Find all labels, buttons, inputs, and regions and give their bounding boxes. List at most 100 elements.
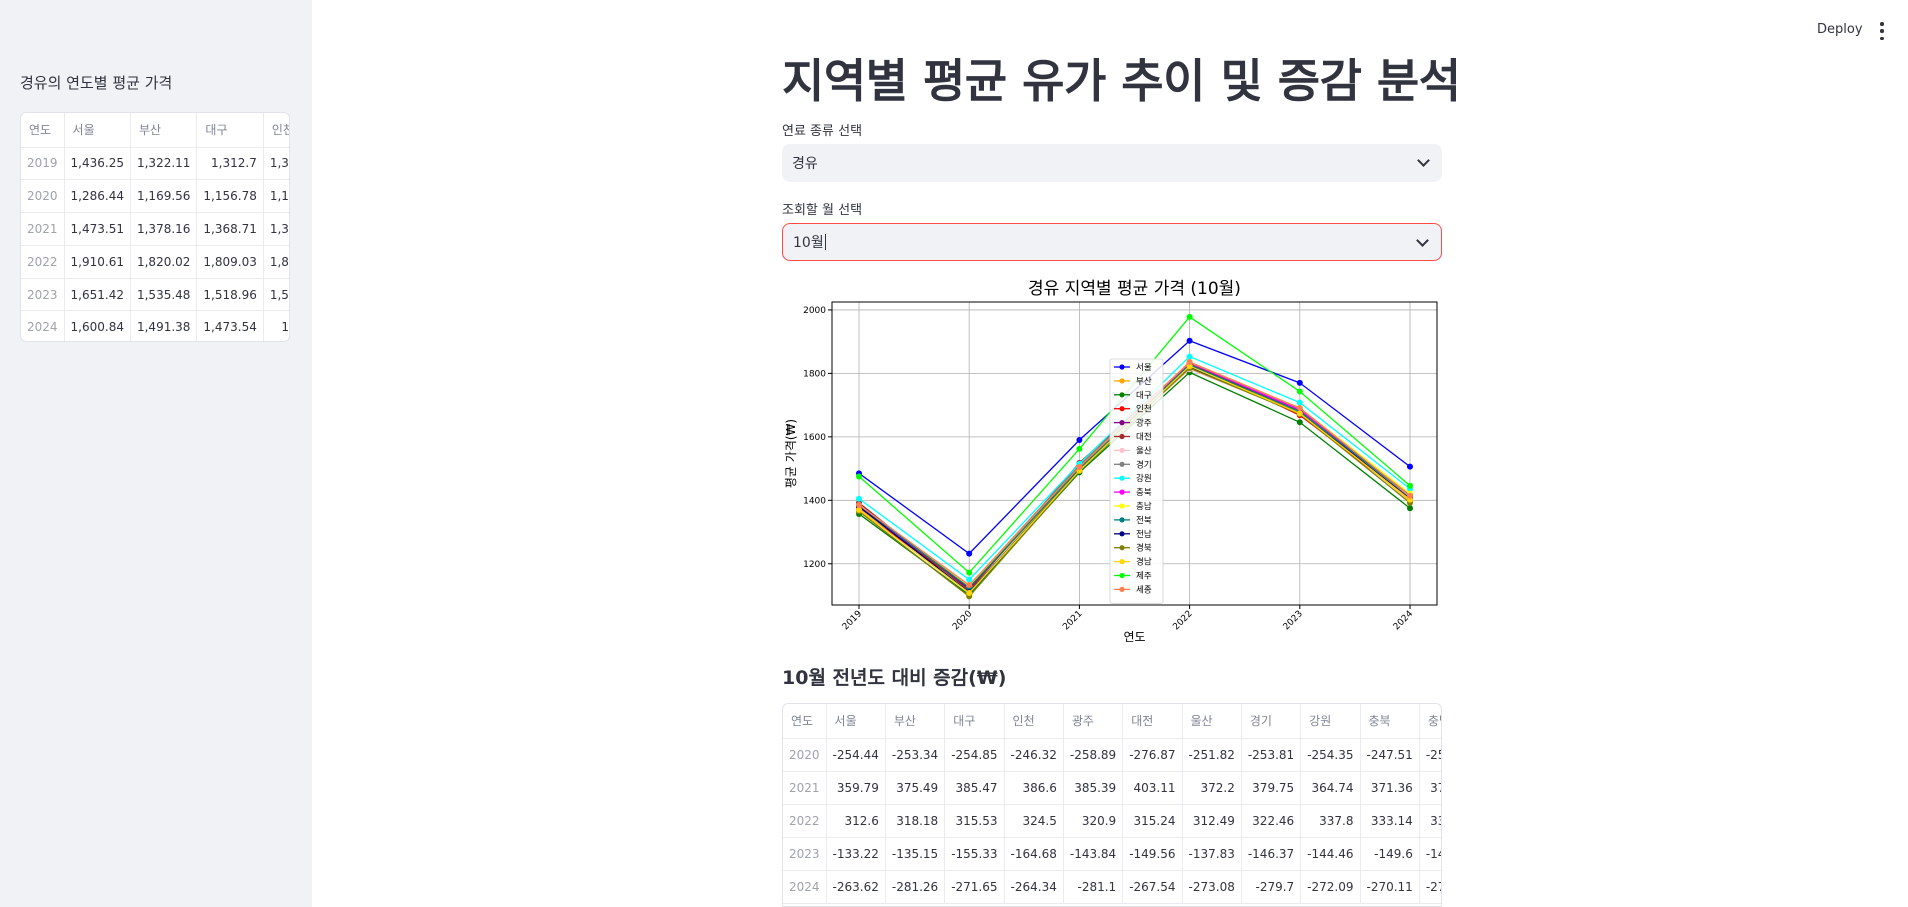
table-cell: -271.65 [944,870,1005,904]
table-cell: 320.9 [1063,804,1124,838]
table-cell: -254.44 [826,738,886,772]
table-cell: 324.5 [1004,804,1064,838]
table-cell: 1,518.96 [196,278,264,312]
table-row: 2024 -263.62 -281.26 -271.65 -264.34 -281.1 -2… [783,870,1441,904]
legend-entry: 광주 [1136,418,1152,429]
table-cell: -144.46 [1300,837,1361,871]
side-col-header-0[interactable]: 연도 [21,113,65,148]
table-cell: 379.75 [1241,771,1302,805]
legend-marker [1119,489,1125,495]
main-col-header-8[interactable]: 경기 [1241,704,1302,739]
deploy-button[interactable]: Deploy [1817,22,1863,37]
legend-marker [1119,392,1125,398]
side-col-header-2[interactable]: 부산 [130,113,198,148]
change-table[interactable]: 연도서울부산대구인천광주대전울산경기강원충북충남 2020-254.44-253… [782,703,1442,907]
main-col-header-1[interactable]: 서울 [826,704,886,739]
table-cell: -258.89 [1063,738,1124,772]
table-cell: 1,156.78 [196,179,264,214]
table-cell: -279.7 [1241,870,1302,904]
table-cell: -143.84 [1063,837,1124,871]
y-tick-label: 1800 [803,369,826,379]
table-row: 2023 -133.22 -135.15 -155.33 -164.68 -143.84-… [783,837,1441,871]
data-point [1076,437,1083,444]
chart-title: 경유 지역별 평균 가격 (10월) [1028,279,1241,299]
legend-entry: 전남 [1136,529,1152,540]
main-col-header-10[interactable]: 충북 [1360,704,1420,739]
legend-entry: 경남 [1136,557,1152,568]
legend-marker [1119,531,1125,537]
table-cell: 322.46 [1241,804,1302,838]
row-index: 2019 [21,147,65,181]
main-col-header-7[interactable]: 울산 [1182,704,1242,739]
data-point [856,502,862,509]
table-cell: 1,286.44 [64,179,131,214]
change-table-heading: 10월 전년도 대비 증감(₩) [782,667,1007,689]
side-col-header-1[interactable]: 서울 [64,113,131,148]
table-cell: -133.22 [826,837,886,871]
data-point [1407,505,1413,512]
data-point [1296,388,1303,395]
table-cell: 385.47 [944,771,1005,805]
month-select[interactable]: 10월 [782,223,1442,261]
main-col-header-2[interactable]: 부산 [885,704,946,739]
legend-entry: 경기 [1136,459,1152,470]
table-cell: 318.18 [885,804,946,838]
table-cell: -164.68 [1004,837,1064,871]
table-cell: 1,169.56 [130,179,198,214]
main-col-header-9[interactable]: 강원 [1300,704,1361,739]
table-cell: -273.08 [1182,870,1242,904]
data-point [1407,463,1413,470]
table-cell: 1,50 [263,310,289,341]
data-point [1296,419,1303,426]
x-tick-label: 2021 [1061,609,1084,632]
table-cell: 1,312.7 [196,147,264,181]
table-cell: -281.1 [1063,870,1124,904]
legend-entry: 대구 [1136,391,1152,401]
main-menu-icon[interactable] [1876,22,1888,40]
table-cell: -253.81 [1241,738,1302,772]
month-select-value: 10월 [793,235,824,251]
table-cell: -281.26 [885,870,946,904]
table-cell: -246.32 [1004,738,1064,772]
main-col-header-5[interactable]: 광주 [1063,704,1124,739]
table-cell: 315.53 [944,804,1005,838]
table-cell: 1,473.51 [64,212,131,246]
table-cell: 385.39 [1063,771,1124,805]
table-cell: 312.49 [1182,804,1242,838]
table-cell: 359.79 [826,771,886,805]
fuel-select[interactable]: 경유 [782,144,1442,182]
legend-marker [1119,406,1125,412]
table-cell: 386.6 [1004,771,1064,805]
side-col-header-3[interactable]: 대구 [196,113,264,148]
main-col-header-6[interactable]: 대전 [1122,704,1183,739]
x-tick-label: 2024 [1392,609,1415,632]
main-col-header-0[interactable]: 연도 [783,704,827,739]
data-point [966,589,973,596]
legend-marker [1119,586,1125,592]
table-cell: 337.8 [1300,804,1361,838]
legend-entry: 대전 [1136,432,1152,443]
row-index: 2023 [21,278,65,312]
data-point [1407,492,1413,499]
table-cell: -256.14 [1419,738,1441,772]
table-cell: -254.35 [1300,738,1361,772]
main-col-header-4[interactable]: 인천 [1004,704,1064,739]
table-cell: 1,393. [263,212,289,246]
table-cell: -251.82 [1182,738,1242,772]
legend-entry: 전북 [1136,515,1152,526]
legend-entry: 강원 [1136,473,1152,484]
table-cell: 333.14 [1360,804,1420,838]
data-point [1076,445,1083,452]
x-tick-label: 2019 [841,609,864,632]
legend-entry: 충남 [1136,502,1152,512]
table-cell: 372.2 [1182,771,1242,805]
data-point [1296,379,1303,386]
legend-marker [1119,572,1125,579]
main-col-header-3[interactable]: 대구 [944,704,1005,739]
side-col-header-4[interactable]: 인천 [263,113,289,148]
table-cell: 1,839. [263,245,289,279]
main-col-header-11[interactable]: 충남 [1419,704,1441,739]
